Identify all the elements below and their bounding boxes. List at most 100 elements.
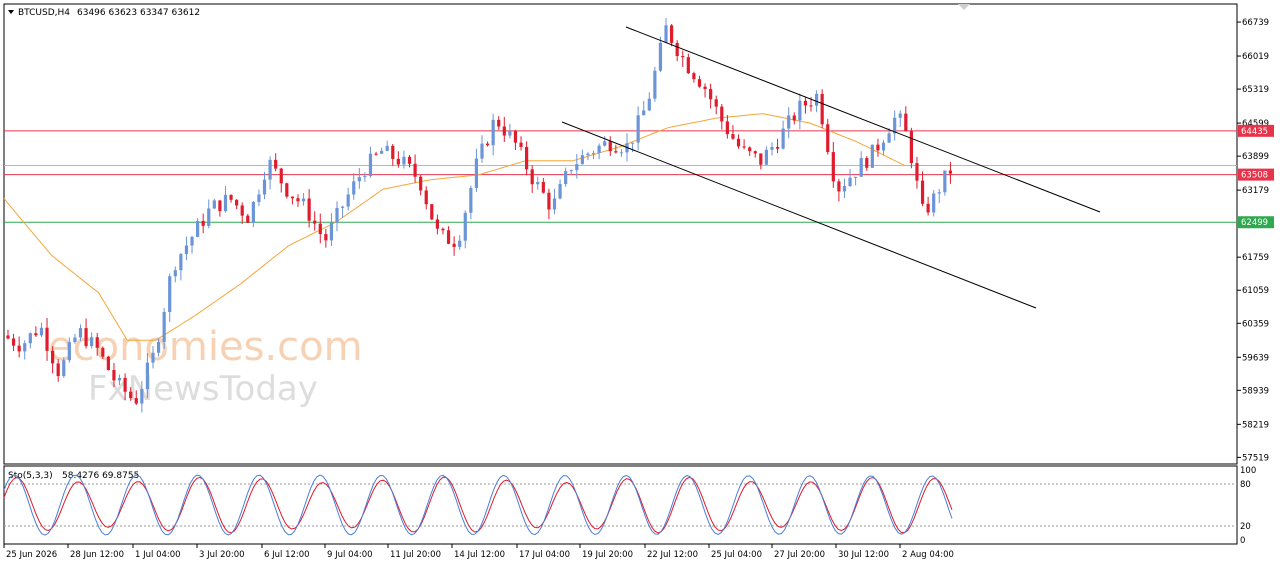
bear-candle [235,199,239,206]
bear-candle [541,182,545,193]
bear-candle [792,115,796,121]
bear-candle [803,100,808,106]
bull-candle [536,182,540,185]
bear-candle [430,204,434,220]
bull-candle [458,240,462,247]
price-tick-label: 59639 [1242,353,1269,363]
bull-candle [140,389,144,404]
bull-candle [73,337,77,343]
bear-candle [413,163,417,177]
bull-candle [943,170,947,193]
bear-candle [391,145,395,159]
channel-lower-line[interactable] [561,121,1037,309]
bull-candle [190,236,194,246]
channel-upper-line[interactable] [625,26,1101,213]
bull-candle [575,164,579,171]
price-tick-label: 60359 [1242,319,1269,329]
bear-candle [246,215,250,223]
price-tick-label: 64599 [1242,119,1269,129]
bear-candle [909,131,913,164]
bull-candle [569,170,573,172]
bear-candle [809,105,813,107]
bear-candle [915,163,919,181]
bear-candle [313,220,317,224]
bear-candle [670,25,674,43]
bull-candle [781,128,785,149]
bear-candle [56,363,60,377]
bull-candle [262,179,267,195]
bull-candle [898,113,902,118]
bear-candle [452,243,456,247]
bull-candle [179,254,183,271]
bull-candle [402,156,406,165]
symbol-dropdown-icon[interactable] [8,10,14,14]
bear-candle [720,106,724,122]
bear-candle [446,230,451,244]
bear-candle [279,168,283,184]
bull-candle [764,149,768,165]
panel-handle-icon[interactable] [958,4,970,10]
bull-candle [893,117,897,134]
bear-candle [307,198,311,221]
price-tick-label: 61759 [1242,253,1269,263]
bull-candle [196,220,200,237]
bull-candle [597,145,601,154]
bull-candle [630,142,635,144]
bear-candle [285,183,289,197]
time-tick-label: 1 Jul 04:00 [135,550,181,560]
bull-candle [385,145,389,151]
bull-candle [368,153,373,177]
bear-candle [502,126,506,136]
bear-candle [736,138,741,147]
bull-candle [223,194,228,212]
bear-candle [820,93,824,125]
price-tick-label: 58219 [1242,420,1269,430]
bull-candle [117,377,122,381]
bull-candle [787,115,791,129]
bull-candle [162,312,166,342]
bull-candle [251,201,255,223]
bear-candle [129,391,133,399]
bear-candle [485,143,490,146]
indicator-level-label: 100 [1240,466,1256,476]
bull-candle [207,208,211,226]
price-tick-label: 58939 [1242,386,1269,396]
time-tick-label: 30 Jul 12:00 [838,550,889,560]
bear-candle [106,356,110,371]
time-tick-label: 25 Jul 04:00 [711,550,762,560]
bull-candle [346,194,350,207]
price-tick-label: 61059 [1242,286,1269,296]
bull-candle [619,152,624,154]
bull-candle [580,155,584,165]
bear-candle [17,345,21,352]
price-tick-label: 57519 [1242,453,1269,463]
symbol-label[interactable]: BTCUSD,H4 [18,8,70,18]
bear-candle [396,158,400,165]
bull-candle [380,150,384,154]
bull-candle [168,276,172,313]
bear-candle [201,220,205,226]
candles [6,18,953,413]
bear-candle [748,147,752,152]
bear-candle [837,181,841,192]
bull-candle [591,153,596,155]
bull-candle [647,98,651,111]
indicator-level-label: 20 [1240,522,1251,532]
time-tick-label: 22 Jul 12:00 [647,550,698,560]
ohlc-values: 63496 63623 63347 63612 [77,8,200,18]
bull-candle [212,200,216,209]
main-panel[interactable] [3,3,1238,465]
bull-candle [151,352,155,363]
bull-candle [23,343,27,352]
bull-candle [491,119,495,146]
bull-candle [653,70,657,99]
indicator-panel[interactable] [3,465,1238,545]
bear-candle [218,200,222,212]
bull-candle [90,337,94,347]
time-tick-label: 3 Jul 20:00 [199,550,245,560]
bull-candle [340,206,345,208]
bear-candle [51,350,55,364]
bull-candle [932,193,936,213]
stochastic-lines [3,474,1237,536]
